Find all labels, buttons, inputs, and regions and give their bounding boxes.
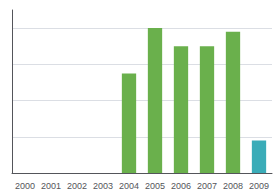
svg-text:2005: 2005 [145,181,165,191]
svg-text:2001: 2001 [41,181,61,191]
svg-text:2003: 2003 [93,181,113,191]
svg-text:2007: 2007 [197,181,217,191]
svg-text:2002: 2002 [67,181,87,191]
svg-text:2004: 2004 [119,181,139,191]
svg-text:2006: 2006 [171,181,191,191]
svg-text:2000: 2000 [15,181,35,191]
svg-text:2009: 2009 [249,181,269,191]
svg-text:2008: 2008 [223,181,243,191]
